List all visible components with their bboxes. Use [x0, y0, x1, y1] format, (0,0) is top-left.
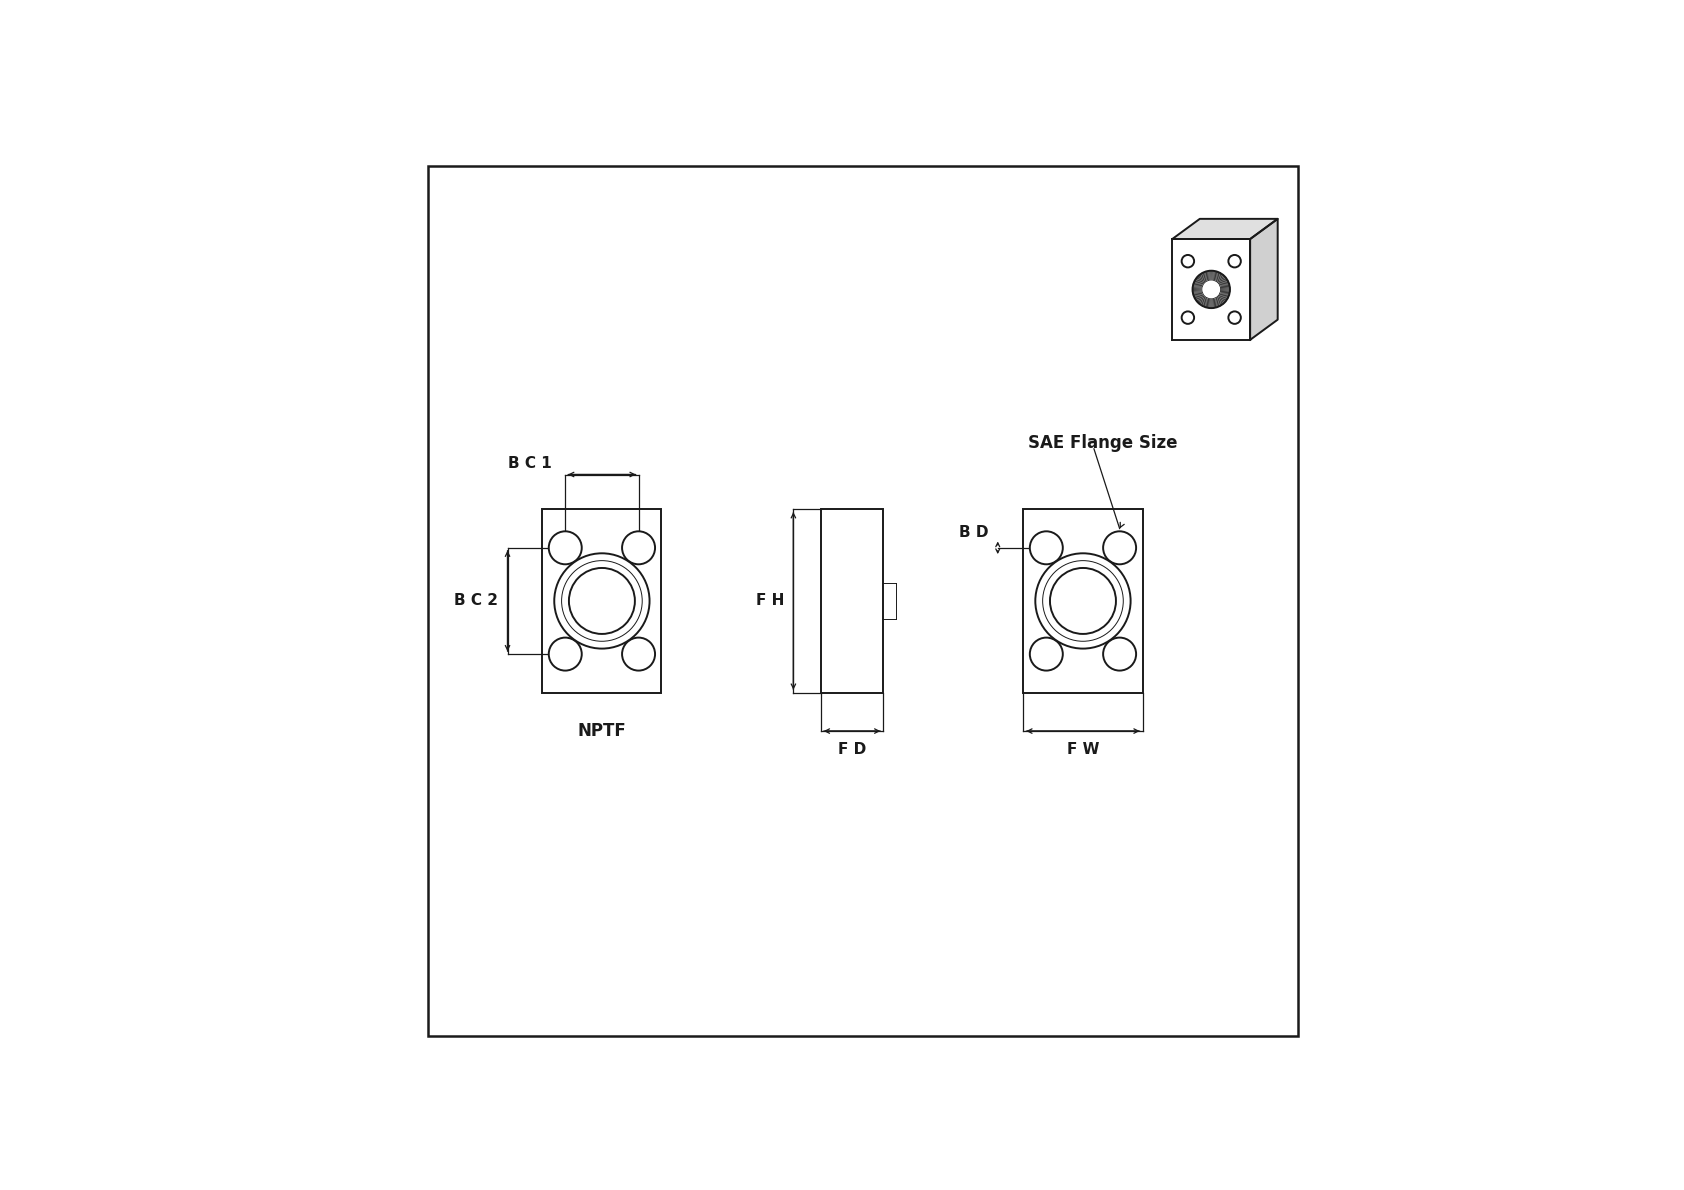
Text: B C 2: B C 2: [455, 594, 498, 608]
Circle shape: [1103, 531, 1137, 564]
Circle shape: [1182, 312, 1194, 324]
Text: B D: B D: [960, 526, 989, 540]
Text: B C 1: B C 1: [509, 456, 551, 471]
Circle shape: [1031, 531, 1063, 564]
Circle shape: [569, 568, 635, 634]
Circle shape: [1182, 255, 1194, 268]
Text: F D: F D: [839, 741, 866, 757]
Circle shape: [1051, 568, 1116, 634]
Polygon shape: [1172, 239, 1250, 340]
Circle shape: [1031, 638, 1063, 671]
Circle shape: [621, 638, 655, 671]
Circle shape: [621, 531, 655, 564]
Text: SAE Flange Size: SAE Flange Size: [1027, 434, 1177, 452]
Text: NPTF: NPTF: [578, 722, 626, 740]
Circle shape: [549, 638, 581, 671]
Bar: [542, 509, 662, 693]
Circle shape: [1036, 553, 1130, 649]
Text: F H: F H: [756, 594, 785, 608]
Text: F W: F W: [1066, 741, 1100, 757]
Circle shape: [561, 560, 642, 641]
Bar: [820, 509, 882, 693]
Circle shape: [1228, 255, 1241, 268]
Circle shape: [549, 531, 581, 564]
Polygon shape: [1250, 219, 1278, 340]
Circle shape: [554, 553, 650, 649]
Polygon shape: [1172, 219, 1278, 239]
Circle shape: [1042, 560, 1123, 641]
Bar: [1024, 509, 1142, 693]
Circle shape: [1228, 312, 1241, 324]
Circle shape: [1103, 638, 1137, 671]
